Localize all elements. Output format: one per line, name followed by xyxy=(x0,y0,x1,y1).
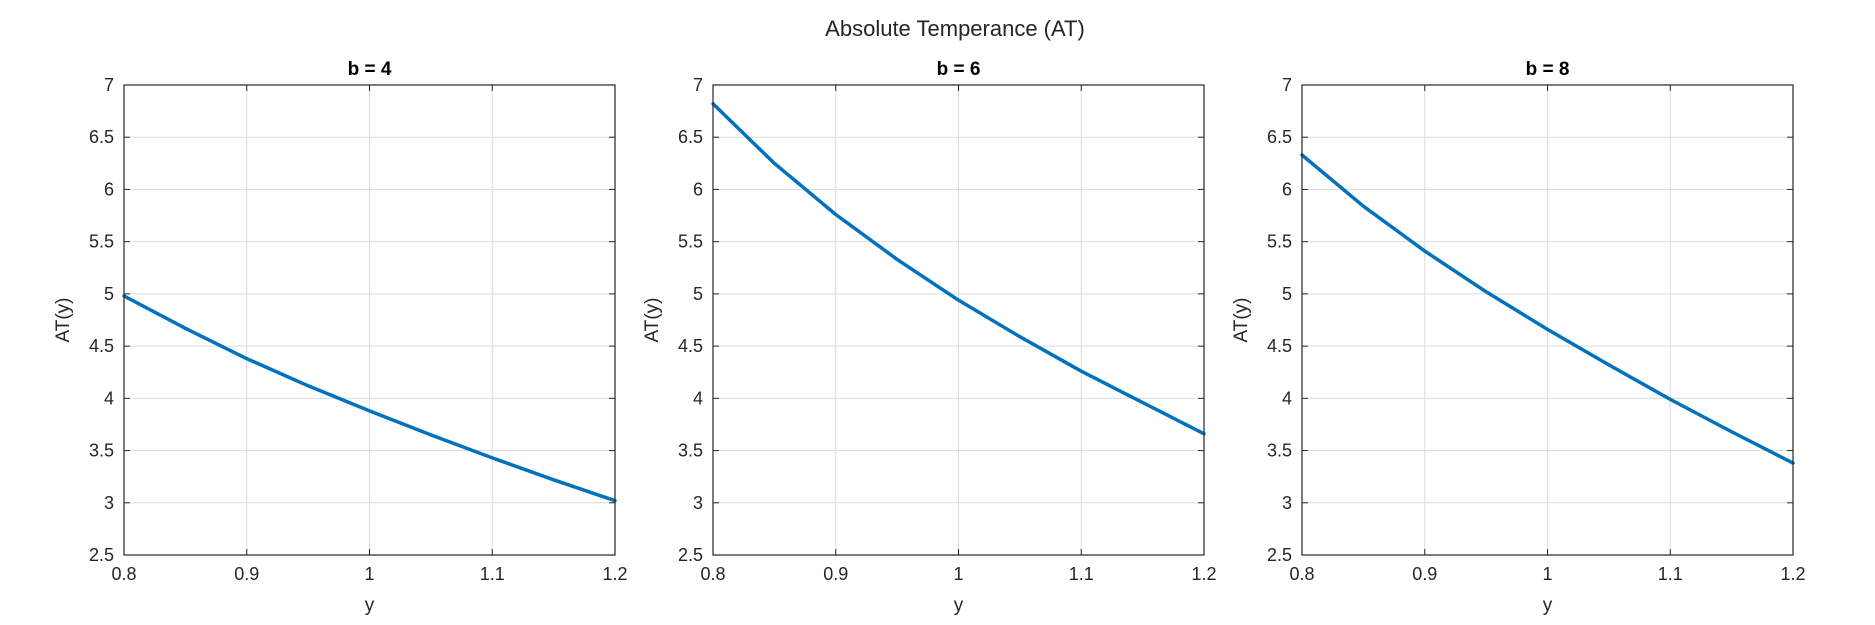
y-ticks: 2.5 3 3.5 4 4.5 5 5.5 6 6.5 7 xyxy=(678,75,1204,565)
x-tick-label: 1 xyxy=(953,564,963,584)
subplot-title: b = 8 xyxy=(1526,59,1570,80)
y-axis-label: AT(y) xyxy=(1231,297,1252,342)
x-tick-label: 0.9 xyxy=(234,564,259,584)
figure-title: Absolute Temperance (AT) xyxy=(825,16,1085,41)
y-tick-label: 5.5 xyxy=(1267,232,1292,252)
y-tick-label: 5 xyxy=(104,284,114,304)
x-ticks: 0.8 0.9 1 1.1 1.2 xyxy=(111,85,628,584)
y-tick-label: 6.5 xyxy=(89,127,114,147)
y-tick-label: 2.5 xyxy=(89,545,114,565)
x-axis-label: y xyxy=(1543,595,1553,616)
subplot-grid: 0.8 0.9 1 1.1 1.2 2.5 3 3.5 4 4.5 5 5.5 6 6.5 7 b = 4 y A… xyxy=(53,59,1806,616)
subplot-2: 0.8 0.9 1 1.1 1.2 2.5 3 3.5 4 4.5 5 5.5 6 6.5 7 b = 6 y A… xyxy=(642,59,1217,616)
y-tick-label: 5 xyxy=(1282,284,1292,304)
y-tick-label: 3 xyxy=(1282,493,1292,513)
series-line-1 xyxy=(711,102,1206,436)
x-tick-label: 1.1 xyxy=(1658,564,1683,584)
y-ticks: 2.5 3 3.5 4 4.5 5 5.5 6 6.5 7 xyxy=(89,75,615,565)
y-tick-label: 4.5 xyxy=(678,336,703,356)
x-tick-label: 0.8 xyxy=(1289,564,1314,584)
subplot-3: 0.8 0.9 1 1.1 1.2 2.5 3 3.5 4 4.5 5 5.5 6 6.5 7 b = 8 y A… xyxy=(1231,59,1806,616)
series-line-1 xyxy=(1300,153,1795,465)
y-axis-label: AT(y) xyxy=(53,297,74,342)
x-tick-label: 1.1 xyxy=(480,564,505,584)
subplot-title: b = 6 xyxy=(937,59,981,80)
y-tick-label: 3.5 xyxy=(678,441,703,461)
y-tick-label: 4.5 xyxy=(89,336,114,356)
x-tick-label: 1 xyxy=(364,564,374,584)
y-tick-label: 2.5 xyxy=(1267,545,1292,565)
y-tick-label: 4 xyxy=(693,388,703,408)
x-tick-label: 0.8 xyxy=(700,564,725,584)
x-tick-label: 0.8 xyxy=(111,564,136,584)
y-tick-label: 6 xyxy=(693,179,703,199)
x-axis-label: y xyxy=(365,595,375,616)
x-tick-label: 1.2 xyxy=(1191,564,1216,584)
y-tick-label: 2.5 xyxy=(678,545,703,565)
y-tick-label: 6 xyxy=(1282,179,1292,199)
y-axis-label: AT(y) xyxy=(642,297,663,342)
y-tick-label: 7 xyxy=(104,75,114,95)
x-tick-label: 1.1 xyxy=(1069,564,1094,584)
x-tick-label: 1.2 xyxy=(1780,564,1805,584)
x-ticks: 0.8 0.9 1 1.1 1.2 xyxy=(700,85,1217,584)
y-tick-label: 4.5 xyxy=(1267,336,1292,356)
x-tick-label: 1 xyxy=(1542,564,1552,584)
y-tick-label: 6 xyxy=(104,179,114,199)
y-tick-label: 6.5 xyxy=(678,127,703,147)
series-line-1 xyxy=(122,294,617,503)
y-tick-label: 6.5 xyxy=(1267,127,1292,147)
y-tick-label: 7 xyxy=(693,75,703,95)
y-ticks: 2.5 3 3.5 4 4.5 5 5.5 6 6.5 7 xyxy=(1267,75,1793,565)
subplot-title: b = 4 xyxy=(348,59,392,80)
y-tick-label: 5 xyxy=(693,284,703,304)
y-tick-label: 3 xyxy=(693,493,703,513)
x-axis-label: y xyxy=(954,595,964,616)
y-tick-label: 3 xyxy=(104,493,114,513)
x-tick-label: 0.9 xyxy=(823,564,848,584)
y-tick-label: 5.5 xyxy=(89,232,114,252)
x-ticks: 0.8 0.9 1 1.1 1.2 xyxy=(1289,85,1806,584)
y-tick-label: 4 xyxy=(104,388,114,408)
y-tick-label: 3.5 xyxy=(1267,441,1292,461)
y-tick-label: 5.5 xyxy=(678,232,703,252)
x-tick-label: 0.9 xyxy=(1412,564,1437,584)
subplot-1: 0.8 0.9 1 1.1 1.2 2.5 3 3.5 4 4.5 5 5.5 6 6.5 7 b = 4 y A… xyxy=(53,59,628,616)
y-tick-label: 3.5 xyxy=(89,441,114,461)
y-tick-label: 7 xyxy=(1282,75,1292,95)
y-tick-label: 4 xyxy=(1282,388,1292,408)
x-tick-label: 1.2 xyxy=(602,564,627,584)
